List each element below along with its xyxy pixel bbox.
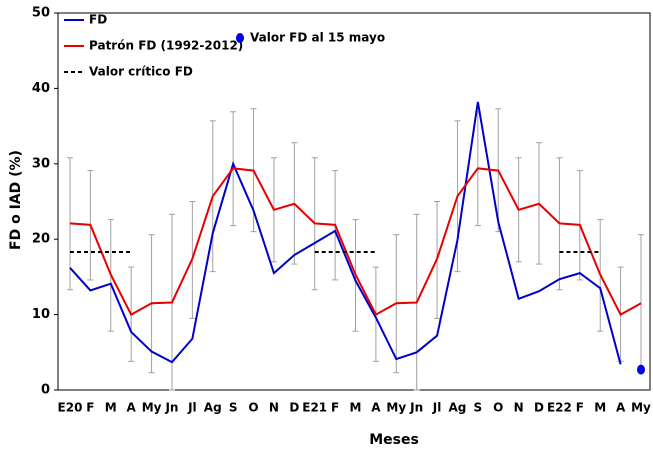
legend-label: Valor crítico FD: [89, 65, 193, 79]
x-tick-label: M: [594, 401, 606, 415]
y-tick-label: 20: [32, 232, 50, 247]
y-tick-label: 10: [32, 307, 50, 322]
x-tick-label: Jl: [432, 401, 442, 415]
x-tick-label: A: [616, 401, 626, 415]
x-tick-label: M: [350, 401, 362, 415]
x-axis-label: Meses: [369, 432, 419, 448]
x-tick-label: N: [269, 401, 279, 415]
x-tick-label: S: [474, 401, 483, 415]
x-tick-label: D: [534, 401, 544, 415]
legend-label: Patrón FD (1992-2012): [89, 39, 243, 53]
x-tick-label: E21: [302, 401, 327, 415]
x-tick-label: My: [631, 401, 651, 415]
y-tick-label: 40: [32, 81, 50, 96]
legend-label: Valor FD al 15 mayo: [250, 31, 385, 45]
x-tick-label: My: [142, 401, 162, 415]
plot-frame: [57, 12, 651, 391]
x-tick-label: Ag: [449, 401, 467, 415]
x-tick-label: Jn: [409, 401, 423, 415]
x-tick-label: N: [514, 401, 524, 415]
y-tick-label: 0: [41, 383, 50, 398]
line-series: [69, 101, 622, 365]
x-tick-label: S: [229, 401, 238, 415]
x-tick-label: M: [105, 401, 117, 415]
point: [637, 364, 645, 375]
line-series: [69, 167, 642, 316]
x-tick-label: D: [289, 401, 299, 415]
x-tick-label: Ag: [204, 401, 222, 415]
x-tick-label: E22: [547, 401, 572, 415]
y-tick-label: 50: [32, 6, 50, 21]
x-tick-label: Jl: [187, 401, 197, 415]
x-tick-label: F: [576, 401, 584, 415]
x-tick-label: E20: [58, 401, 83, 415]
legend-marker: [236, 33, 244, 43]
legend-label: FD: [89, 13, 107, 27]
x-tick-label: O: [493, 401, 503, 415]
y-tick-label: 30: [32, 156, 50, 171]
x-tick-label: A: [127, 401, 137, 415]
x-tick-label: O: [248, 401, 258, 415]
x-tick-label: F: [331, 401, 339, 415]
x-tick-label: Jn: [164, 401, 178, 415]
x-tick-label: F: [86, 401, 94, 415]
y-axis-label: FD o IAD (%): [8, 150, 24, 250]
x-tick-label: A: [371, 401, 381, 415]
x-tick-label: My: [386, 401, 406, 415]
